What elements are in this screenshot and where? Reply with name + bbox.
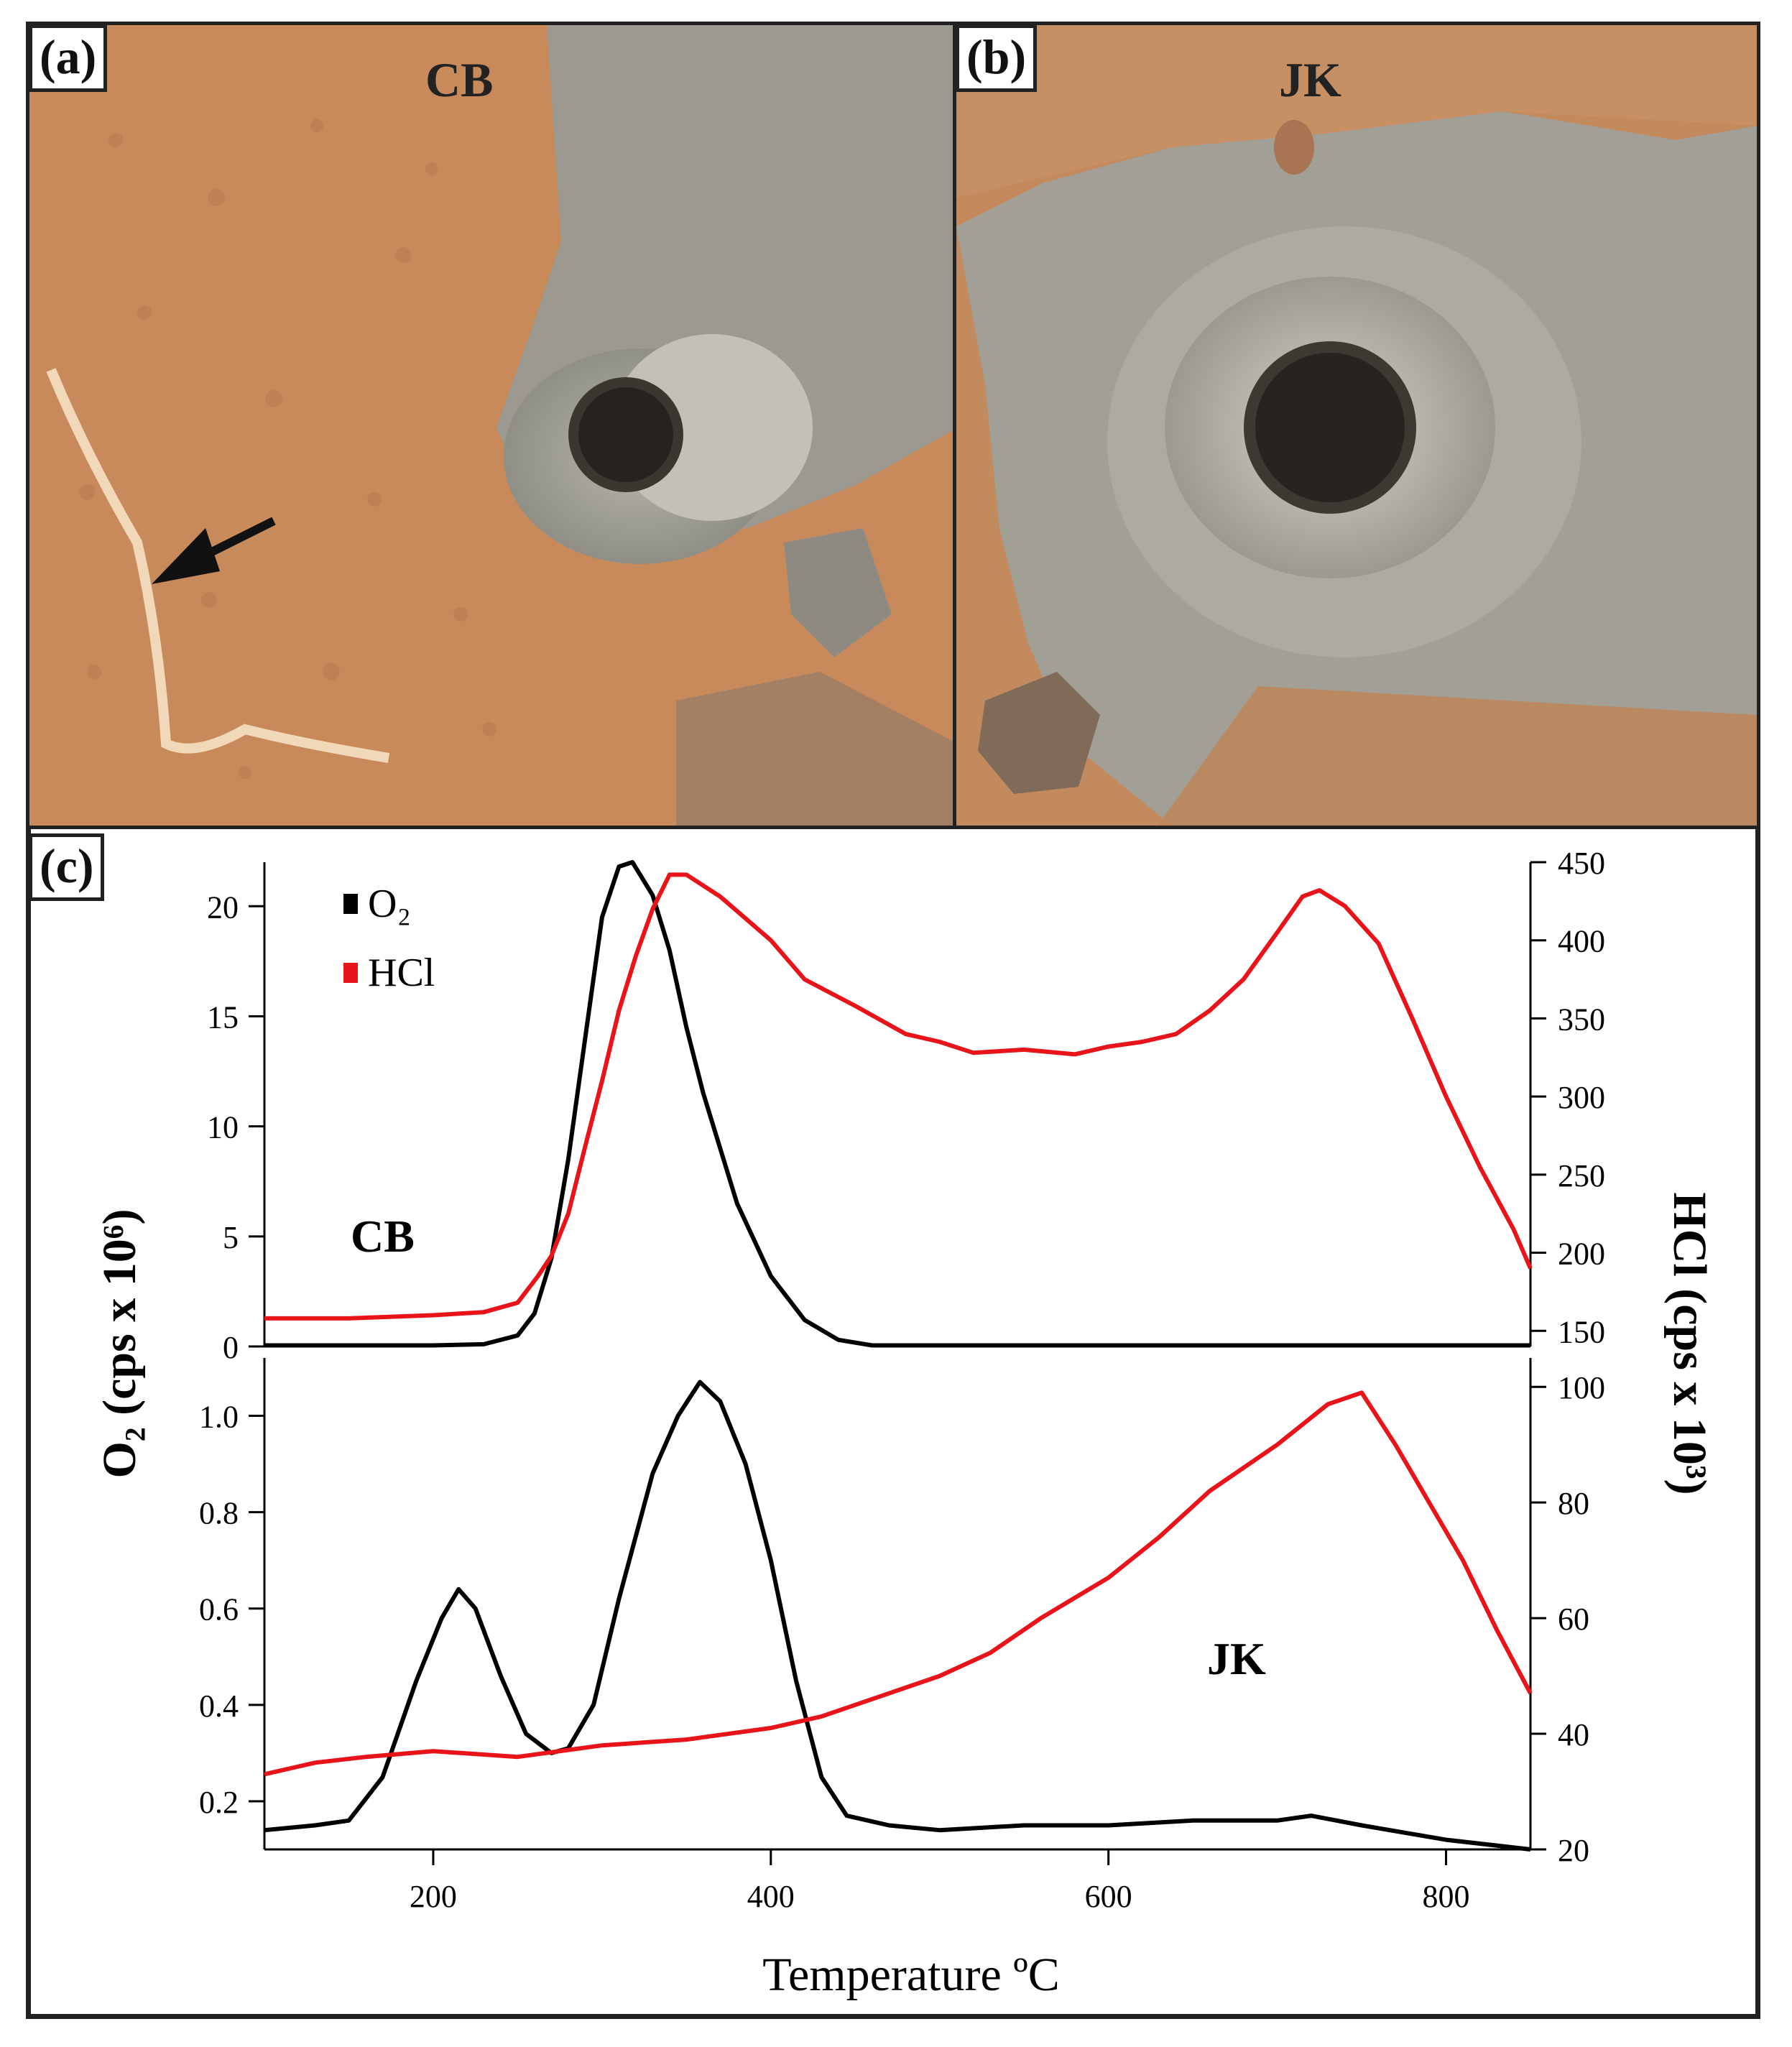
right-tick-label-top: 300 [1558, 1080, 1605, 1115]
left-tick-label-bottom: 1.0 [199, 1399, 239, 1434]
photo-a-sample-label: CB [425, 52, 494, 107]
right-tick-label-top: 150 [1558, 1314, 1605, 1349]
left-tick-label-bottom: 0.2 [199, 1785, 239, 1820]
right-tick-label-bottom: 100 [1558, 1370, 1605, 1405]
left-tick-label-top: 20 [207, 890, 239, 925]
x-tick-label: 200 [410, 1879, 457, 1914]
right-tick-label-bottom: 20 [1558, 1833, 1589, 1868]
photo-panel-b [953, 22, 1760, 829]
x-axis-title: Temperature ºC [762, 1949, 1060, 2001]
left-tick-label-top: 5 [223, 1220, 239, 1255]
x-tick-label: 800 [1423, 1879, 1470, 1914]
legend: O₂ HCl [343, 882, 435, 995]
x-tick-label: 600 [1085, 1879, 1132, 1914]
right-tick-label-bottom: 60 [1558, 1602, 1589, 1637]
right-tick-label-bottom: 80 [1558, 1486, 1589, 1521]
right-tick-label-top: 400 [1558, 924, 1605, 959]
series-line-hcl-top [264, 872, 1533, 1321]
legend-swatch-o2 [343, 894, 358, 914]
right-tick-label-bottom: 40 [1558, 1717, 1589, 1752]
x-tick-label: 400 [747, 1879, 795, 1914]
left-tick-label-top: 10 [207, 1110, 239, 1145]
left-tick-label-top: 15 [207, 999, 239, 1035]
series-line-o2-top [264, 860, 1530, 1348]
right-axis-title: HCl (cps x 10³) [1663, 1192, 1716, 1494]
right-tick-label-top: 250 [1558, 1158, 1605, 1193]
right-tick-label-top: 350 [1558, 1002, 1605, 1037]
chart-bottom-sample-label: JK [1207, 1633, 1266, 1684]
left-tick-label-bottom: 0.4 [199, 1688, 239, 1724]
photo-b-sample-label: JK [1279, 52, 1341, 107]
left-tick-label-bottom: 0.6 [199, 1592, 239, 1627]
panel-c-label: (c) [29, 833, 105, 901]
chart-top-sample-label: CB [351, 1211, 415, 1262]
series-line-o2-bottom [264, 1380, 1531, 1852]
series-line-hcl-bottom [264, 1390, 1533, 1777]
right-tick-label-top: 200 [1558, 1237, 1605, 1272]
right-tick-label-top: 450 [1558, 846, 1605, 881]
arrow-icon [152, 517, 276, 584]
legend-swatch-hcl [343, 963, 358, 983]
legend-label-hcl: HCl [368, 951, 435, 995]
photo-panel-a [26, 22, 961, 829]
left-tick-label-top: 0 [223, 1330, 239, 1365]
left-tick-label-bottom: 0.8 [199, 1496, 239, 1531]
panel-b-label: (b) [956, 24, 1038, 92]
left-axis-title: O₂ (cps x 10⁶) [93, 1209, 146, 1478]
legend-label-o2: O₂ [368, 882, 411, 926]
vein [46, 368, 390, 763]
panel-a-label: (a) [29, 24, 108, 92]
